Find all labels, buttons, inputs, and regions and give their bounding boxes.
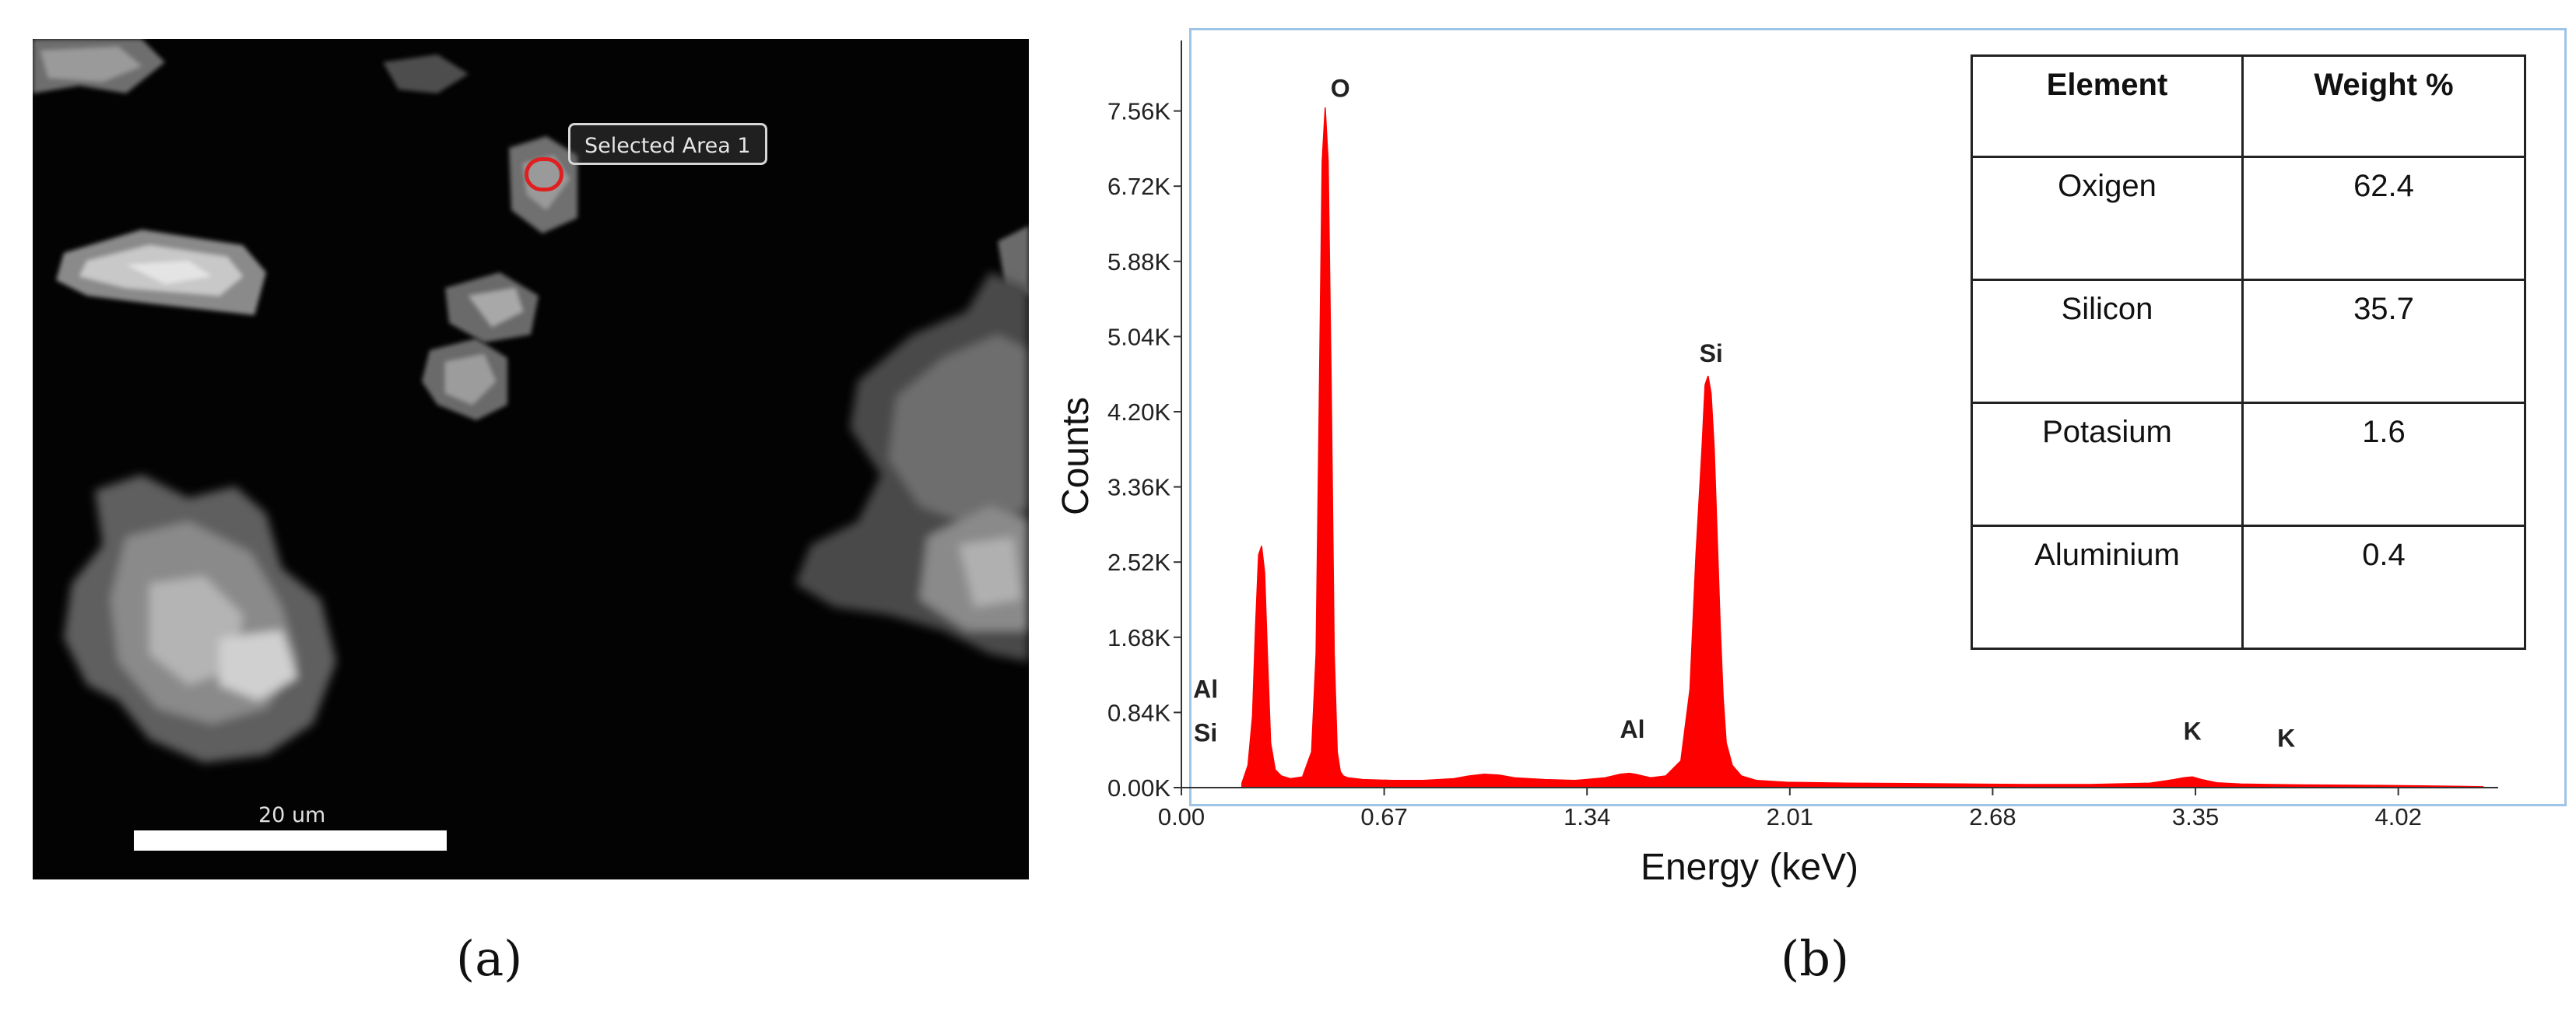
table-row: Oxigen 62.4 [1971, 156, 2526, 281]
particle-top-mid [383, 54, 469, 93]
y-tick-label: 5.04K [1107, 323, 1170, 350]
x-tick-label: 0.67 [1360, 803, 1407, 830]
scale-bar-label: 20 um [258, 803, 326, 827]
caption-a: (a) [456, 930, 523, 987]
table-row: Silicon 35.7 [1971, 279, 2526, 404]
particle-bottom-left [64, 475, 336, 763]
particle-top-left [33, 39, 165, 93]
y-tick-label: 0.00K [1107, 774, 1170, 802]
y-tick-label: 7.56K [1107, 98, 1170, 125]
y-axis-label: Counts [1055, 397, 1097, 515]
table-header-weight: Weight % [2241, 54, 2526, 158]
y-tick-label: 3.36K [1107, 474, 1170, 501]
selected-area-marker[interactable] [525, 157, 563, 191]
x-tick-label: 2.01 [1767, 803, 1813, 830]
particle-mid-1 [445, 272, 539, 342]
x-tick-label: 2.68 [1969, 803, 2016, 830]
table-cell-element: Oxigen [1971, 156, 2244, 281]
sem-image: Selected Area 1 20 um [33, 39, 1029, 879]
caption-b: (b) [1781, 930, 1850, 987]
table-cell-weight: 35.7 [2241, 279, 2526, 404]
y-tick-label: 4.20K [1107, 398, 1170, 426]
table-cell-weight: 62.4 [2241, 156, 2526, 281]
table-header-row: Element Weight % [1971, 54, 2526, 158]
x-tick-label: 0.00 [1158, 803, 1205, 830]
particle-elongated [56, 230, 266, 315]
table-cell-weight: 0.4 [2241, 525, 2526, 650]
y-tick-label: 1.68K [1107, 624, 1170, 651]
y-tick-label: 0.84K [1107, 699, 1170, 726]
particle-right-large [795, 272, 1029, 662]
element-weight-table: Element Weight % Oxigen 62.4 Silicon 35.… [1971, 54, 2526, 650]
particle-mid-2 [422, 339, 507, 420]
table-header-element: Element [1971, 54, 2244, 158]
y-axis: 0.00K 0.84K 1.68K 2.52K 3.36K 4.20K 5.04K 5.88K… [1107, 40, 1182, 802]
selected-area-label[interactable]: Selected Area 1 [568, 123, 767, 165]
x-tick-label: 4.02 [2374, 803, 2421, 830]
y-tick-label: 5.88K [1107, 248, 1170, 276]
table-cell-element: Silicon [1971, 279, 2244, 404]
scale-bar [134, 830, 447, 851]
y-tick-label: 6.72K [1107, 173, 1170, 200]
table-cell-element: Potasium [1971, 402, 2244, 527]
x-tick-label: 3.35 [2172, 803, 2219, 830]
table-row: Potasium 1.6 [1971, 402, 2526, 527]
table-cell-weight: 1.6 [2241, 402, 2526, 527]
table-row: Aluminium 0.4 [1971, 525, 2526, 650]
x-tick-label: 1.34 [1563, 803, 1610, 830]
sem-micrograph [33, 39, 1029, 763]
y-tick-label: 2.52K [1107, 549, 1170, 576]
table-cell-element: Aluminium [1971, 525, 2244, 650]
x-axis-label: Energy (keV) [1641, 847, 1858, 888]
particle-right-small [998, 226, 1029, 296]
